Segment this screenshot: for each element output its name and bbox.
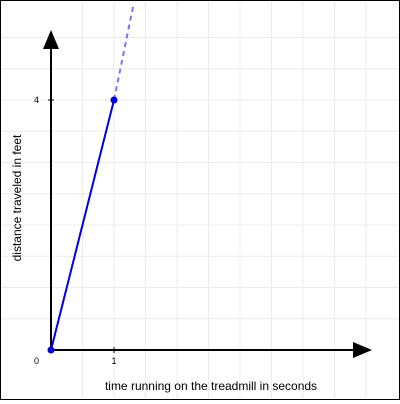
data-point — [47, 346, 55, 354]
x-axis-arrowhead — [353, 342, 372, 358]
series-dashed-extension — [113, 4, 135, 101]
labels-layer: 1 4 0 time running on the treadmill in seco… — [10, 95, 317, 393]
x-axis-title: time running on the treadmill in seconds — [105, 379, 317, 393]
y-axis-arrowhead — [43, 30, 59, 49]
y-axis-title: distance traveled in feet — [10, 134, 24, 261]
data-point — [110, 96, 118, 104]
series-line — [50, 99, 115, 351]
series-layer — [47, 4, 135, 354]
y-tick-label: 4 — [34, 95, 39, 105]
origin-label: 0 — [34, 356, 39, 366]
axes — [43, 30, 372, 358]
x-tick-label: 1 — [111, 356, 116, 366]
